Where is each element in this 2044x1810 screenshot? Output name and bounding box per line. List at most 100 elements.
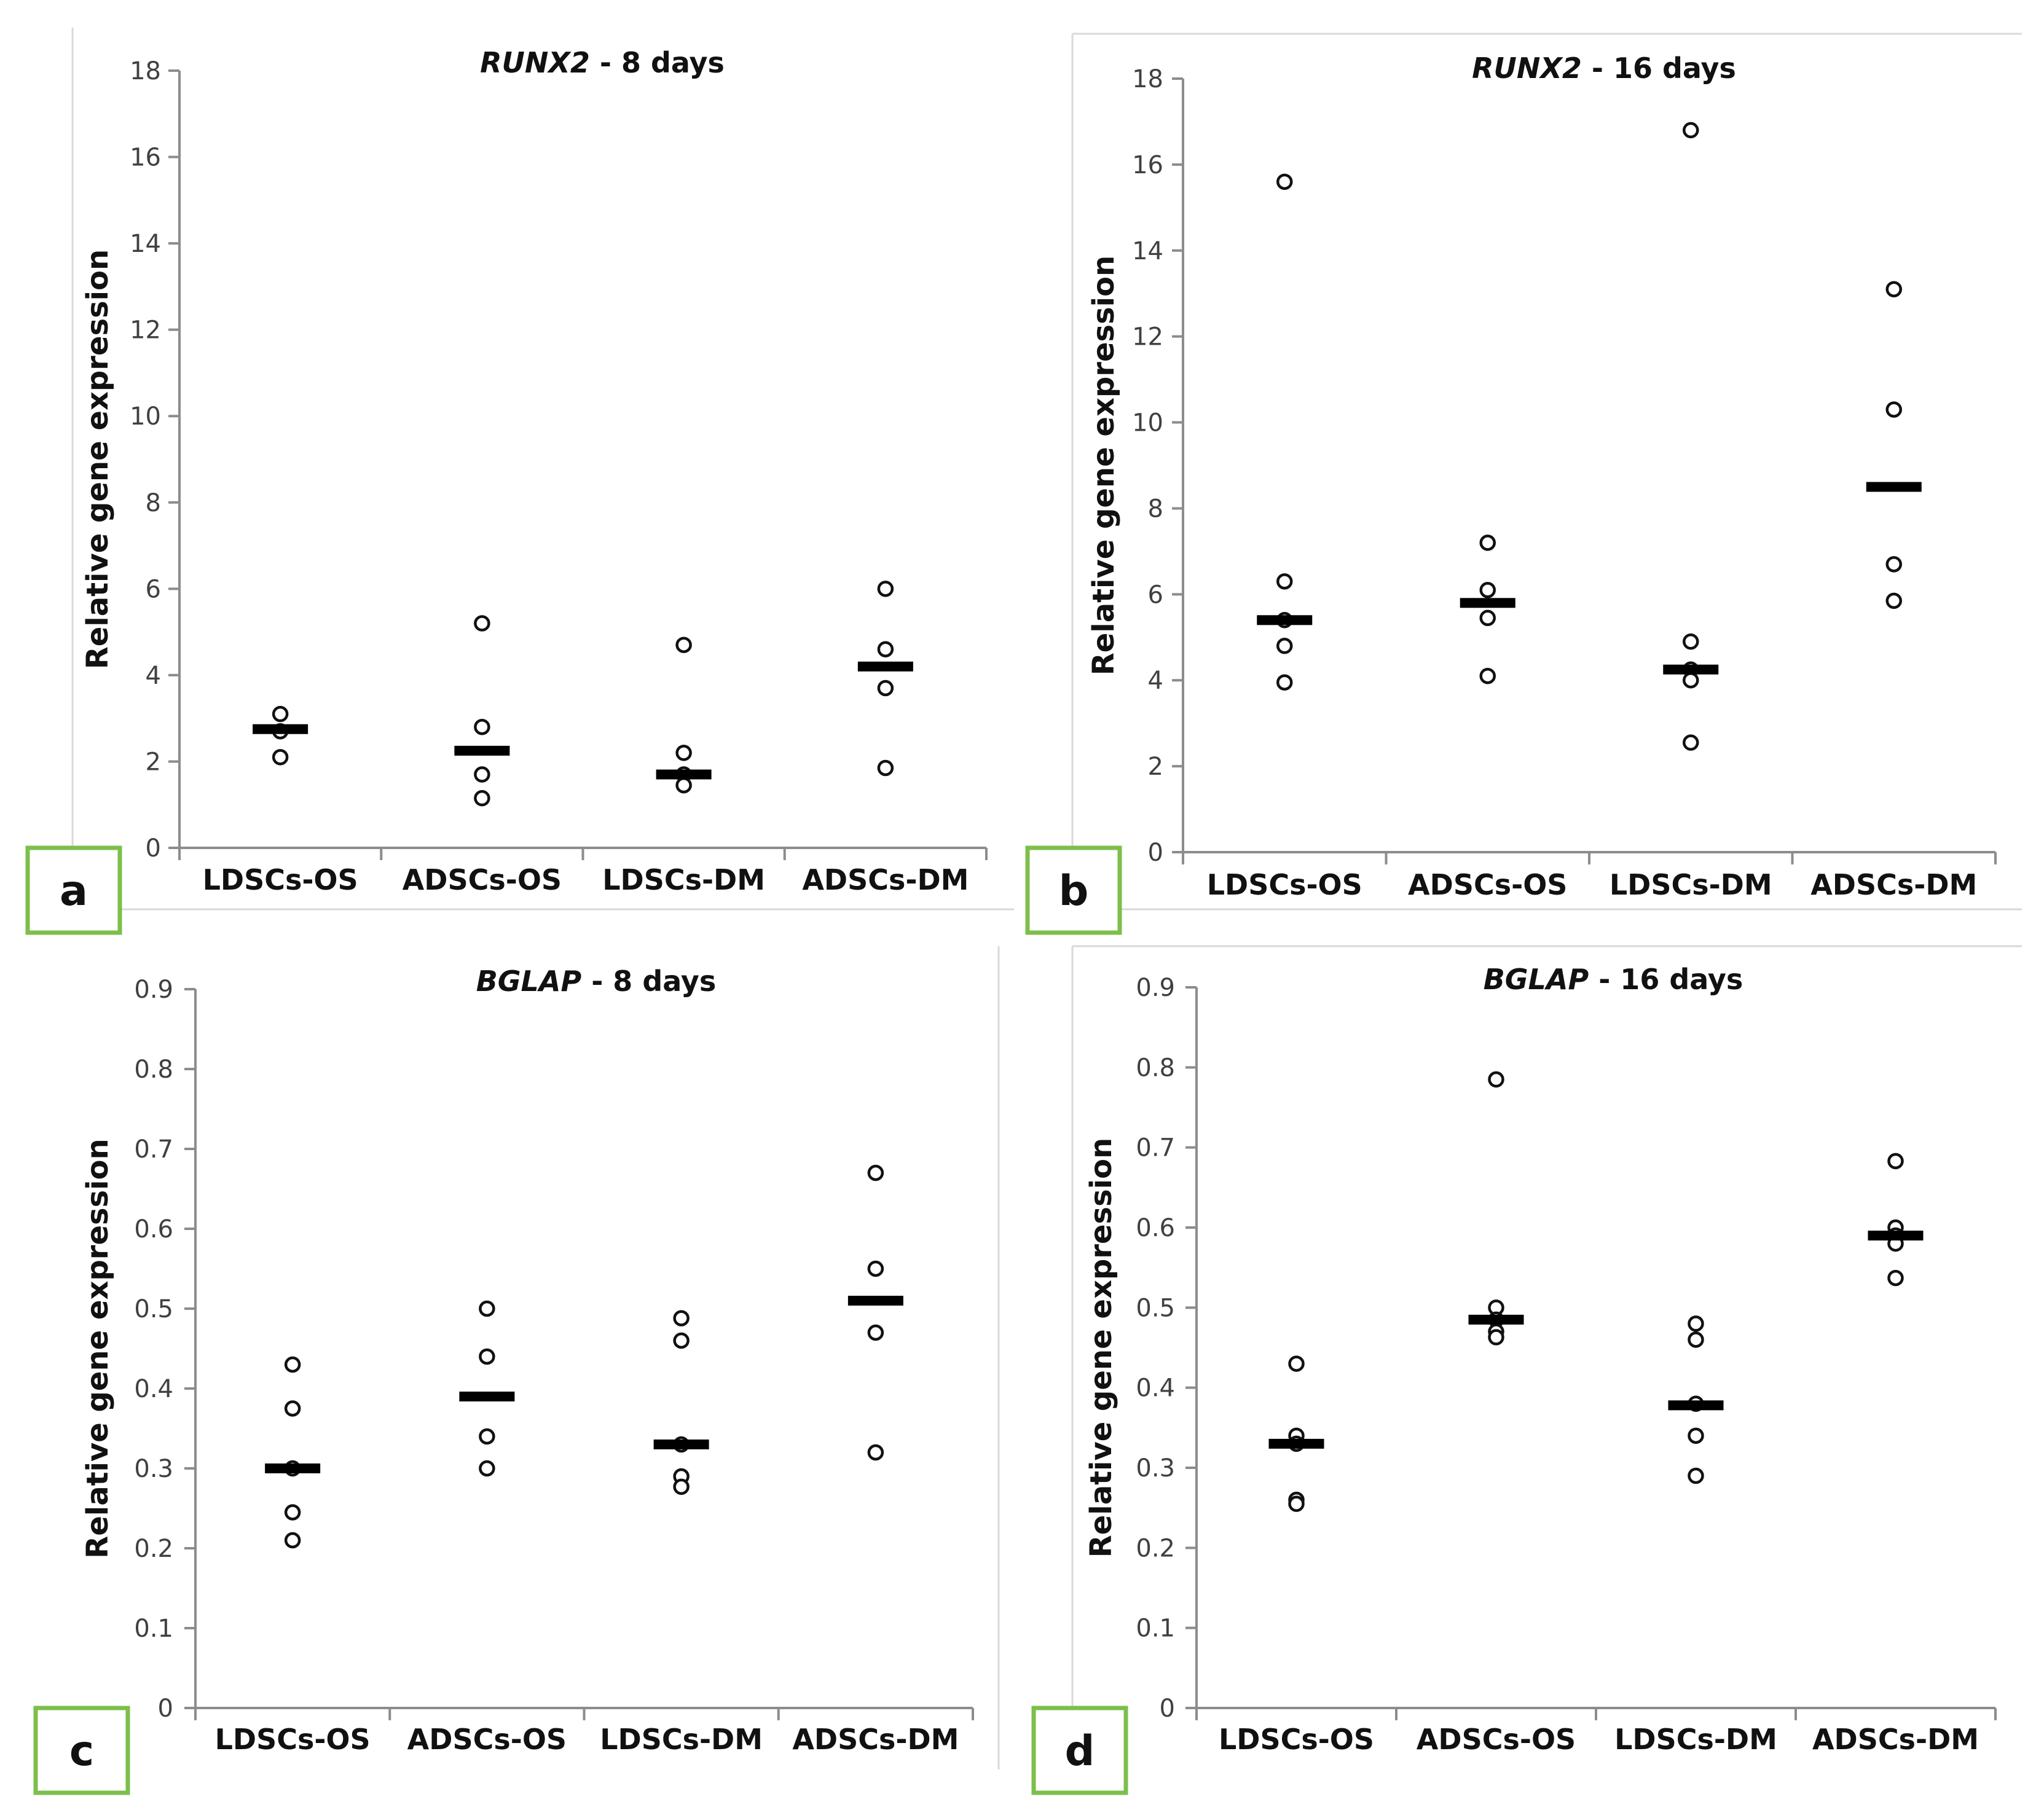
- data-point: [479, 1300, 495, 1317]
- data-point: [867, 1324, 884, 1341]
- y-tick-label: 4: [146, 662, 161, 690]
- panel-letter: c: [69, 1727, 94, 1776]
- panel-badge: c: [33, 1706, 130, 1795]
- title-timepoint: - 8 days: [581, 965, 716, 998]
- data-point: [1479, 535, 1496, 551]
- y-tick-label: 0: [1148, 839, 1163, 867]
- data-point: [1276, 573, 1293, 590]
- data-point: [474, 718, 490, 735]
- data-point: [877, 680, 894, 697]
- y-tick-label: 0: [158, 1694, 173, 1723]
- data-point: [479, 1348, 495, 1365]
- x-tick-label: ADSCs-OS: [1408, 868, 1567, 901]
- y-tick-label: 10: [130, 402, 161, 431]
- y-tick-label: 0.3: [134, 1455, 173, 1483]
- data-point: [1288, 1355, 1305, 1372]
- data-point: [877, 581, 894, 597]
- median-bar: [454, 745, 510, 756]
- y-tick-label: 0.4: [134, 1375, 173, 1403]
- y-tick-label: 14: [130, 230, 161, 258]
- y-tick-label: 0.8: [1136, 1054, 1175, 1082]
- chart-panel-a: 0 2 4 6 8 10 12 14 16 18 LDSCs-OS ADSCs-OS LDSCs-DM A…: [25, 46, 988, 935]
- chart-title: BGLAP - 16 days: [1484, 963, 1743, 996]
- chart-panel-b: 0 2 4 6 8 10 12 14 16 18 LDSCs-OS ADSCs-OS LDSCs-DM A…: [1025, 52, 1997, 935]
- data-point: [1276, 638, 1293, 654]
- data-point: [1683, 672, 1699, 689]
- chart-title: BGLAP - 8 days: [476, 965, 717, 998]
- data-point: [1683, 633, 1699, 650]
- data-point: [1885, 281, 1902, 297]
- data-point: [1683, 122, 1699, 139]
- y-tick-label: 0.2: [134, 1535, 173, 1563]
- median-bar: [1663, 664, 1719, 675]
- panel-badge-box: [33, 1706, 130, 1795]
- x-tick-label: LDSCs-OS: [203, 863, 358, 896]
- panel-badge: d: [1031, 1706, 1128, 1795]
- y-tick-label: 0.5: [1136, 1294, 1175, 1322]
- y-axis-label: Relative gene expression: [81, 1138, 115, 1559]
- median-bar: [1866, 482, 1922, 492]
- title-gene: BGLAP: [1484, 963, 1589, 996]
- y-tick-label: 18: [130, 57, 161, 85]
- y-axis-label: Relative gene expression: [1084, 1138, 1118, 1558]
- data-point: [877, 641, 894, 657]
- x-tick-label: LDSCs-OS: [215, 1723, 371, 1756]
- median-bar: [1257, 615, 1313, 625]
- data-point: [284, 1532, 301, 1549]
- title-timepoint: - 16 days: [1589, 963, 1743, 996]
- data-point: [272, 749, 289, 766]
- x-tick-label: ADSCs-DM: [1810, 868, 1977, 901]
- panel-frame-3: [1071, 945, 2022, 1769]
- x-tick-label: ADSCs-OS: [407, 1723, 567, 1756]
- y-tick-label: 0: [146, 834, 161, 863]
- y-tick-label: 0.5: [134, 1295, 173, 1323]
- y-tick-label: 6: [146, 575, 161, 603]
- data-point: [867, 1260, 884, 1277]
- y-tick-label: 0.9: [134, 976, 173, 1004]
- data-point: [479, 1428, 495, 1445]
- y-tick-label: 18: [1132, 65, 1163, 93]
- panel-letter: a: [60, 867, 88, 915]
- y-tick-label: 0.6: [134, 1215, 173, 1244]
- x-tick-label: LDSCs-DM: [602, 863, 765, 896]
- data-point: [675, 637, 692, 653]
- x-tick-label: LDSCs-OS: [1219, 1723, 1374, 1756]
- data-point: [1276, 674, 1293, 691]
- title-gene: BGLAP: [476, 965, 582, 998]
- median-bar: [847, 1296, 903, 1306]
- data-point: [673, 1332, 690, 1349]
- data-point: [1688, 1315, 1704, 1332]
- y-tick-label: 10: [1132, 409, 1163, 437]
- y-tick-label: 0.2: [1136, 1534, 1175, 1562]
- median-bar: [1268, 1438, 1324, 1449]
- median-bar: [265, 1463, 321, 1473]
- chart-title: RUNX2 - 16 days: [1472, 52, 1736, 85]
- y-tick-label: 12: [1132, 323, 1163, 351]
- data-point: [1488, 1071, 1504, 1088]
- median-bar: [253, 724, 309, 734]
- y-tick-label: 0.7: [1136, 1134, 1175, 1162]
- y-tick-label: 0.9: [1136, 974, 1175, 1002]
- y-tick-label: 0.7: [134, 1135, 173, 1164]
- data-point: [1479, 582, 1496, 598]
- y-axis-label: Relative gene expression: [1087, 256, 1121, 676]
- data-point: [474, 766, 490, 783]
- y-tick-label: 16: [130, 144, 161, 172]
- median-bar: [1868, 1231, 1924, 1241]
- y-axis-label: Relative gene expression: [81, 249, 115, 670]
- x-tick-label: LDSCs-DM: [1610, 868, 1772, 901]
- y-tick-label: 6: [1148, 581, 1163, 609]
- panel-frame-0: [71, 28, 1014, 911]
- y-tick-label: 2: [1148, 753, 1163, 781]
- panel-badge: a: [25, 845, 122, 935]
- median-bar: [459, 1392, 515, 1401]
- x-tick-label: LDSCs-DM: [600, 1723, 763, 1756]
- panel-badge: b: [1025, 845, 1122, 935]
- data-point: [1479, 667, 1496, 684]
- chart-title: RUNX2 - 8 days: [480, 46, 725, 79]
- data-point: [1885, 401, 1902, 418]
- data-point: [1488, 1329, 1504, 1346]
- data-point: [272, 705, 289, 723]
- data-point: [1885, 592, 1902, 609]
